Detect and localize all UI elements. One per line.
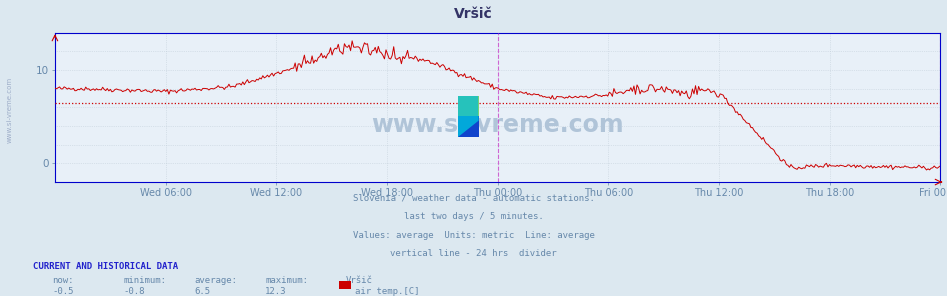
Text: -0.5: -0.5 <box>52 287 74 296</box>
Text: maximum:: maximum: <box>265 276 308 285</box>
Bar <box>457 96 478 116</box>
Text: www.si-vreme.com: www.si-vreme.com <box>7 76 12 143</box>
Text: average:: average: <box>194 276 237 285</box>
Polygon shape <box>457 96 478 137</box>
Text: Values: average  Units: metric  Line: average: Values: average Units: metric Line: aver… <box>352 231 595 239</box>
Text: last two days / 5 minutes.: last two days / 5 minutes. <box>403 212 544 221</box>
Text: 6.5: 6.5 <box>194 287 210 296</box>
Text: Slovenia / weather data - automatic stations.: Slovenia / weather data - automatic stat… <box>352 194 595 203</box>
Text: air temp.[C]: air temp.[C] <box>355 287 420 296</box>
Text: Vršič: Vršič <box>455 7 492 21</box>
Text: now:: now: <box>52 276 74 285</box>
Text: minimum:: minimum: <box>123 276 166 285</box>
Text: Vršič: Vršič <box>346 276 372 285</box>
Text: vertical line - 24 hrs  divider: vertical line - 24 hrs divider <box>390 249 557 258</box>
Text: www.si-vreme.com: www.si-vreme.com <box>371 113 624 137</box>
Text: -0.8: -0.8 <box>123 287 145 296</box>
Text: CURRENT AND HISTORICAL DATA: CURRENT AND HISTORICAL DATA <box>33 262 178 271</box>
Text: 12.3: 12.3 <box>265 287 287 296</box>
Bar <box>457 116 478 137</box>
